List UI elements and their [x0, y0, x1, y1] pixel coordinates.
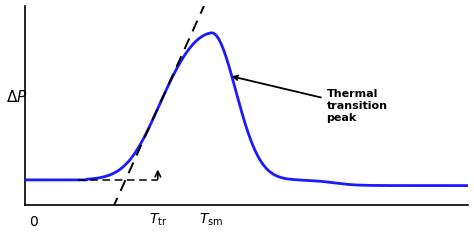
Y-axis label: $\Delta \mathit{P}$: $\Delta \mathit{P}$	[6, 89, 27, 105]
Text: $\mathit{T}_{\rm sm}$: $\mathit{T}_{\rm sm}$	[199, 212, 223, 228]
Text: $\mathit{T}_{\rm tr}$: $\mathit{T}_{\rm tr}$	[149, 212, 167, 228]
Text: Thermal
transition
peak: Thermal transition peak	[234, 76, 387, 123]
Text: $0$: $0$	[29, 216, 39, 230]
